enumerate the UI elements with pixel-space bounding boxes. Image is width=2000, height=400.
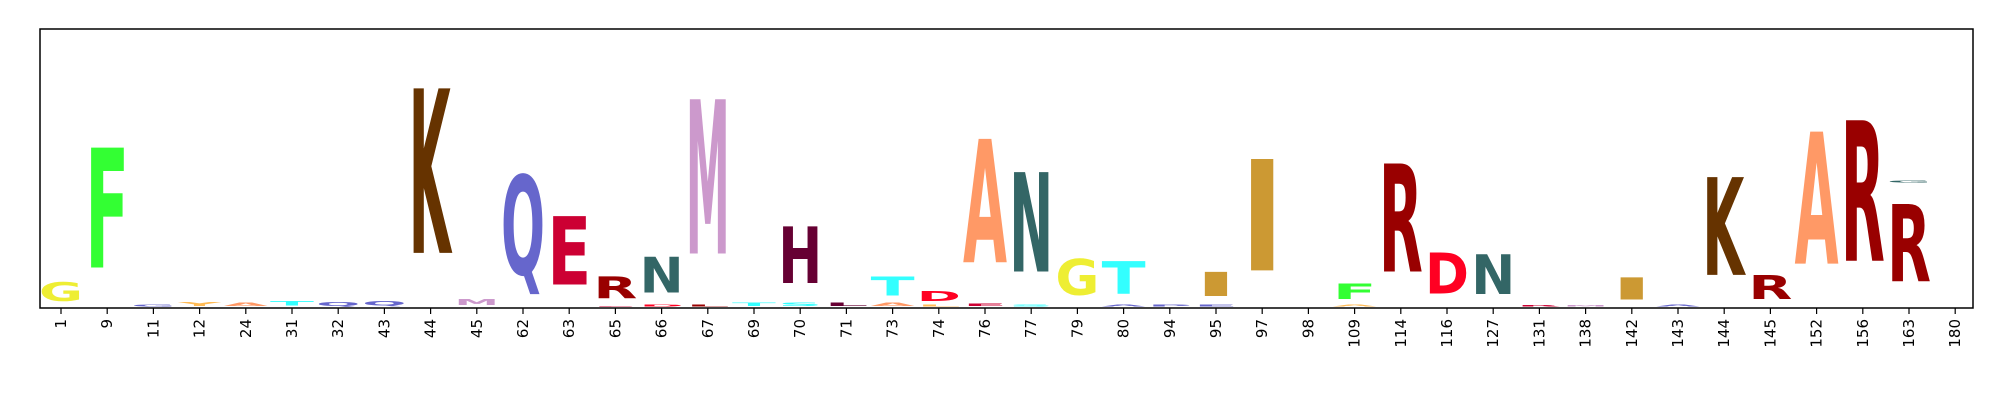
x-tick-label: 94 <box>1161 319 1179 338</box>
x-tick-label: 97 <box>1253 319 1271 338</box>
logo-letter-e: E <box>547 198 591 308</box>
logo-letter-m: M <box>1564 305 1608 307</box>
x-tick-label: 138 <box>1577 319 1595 348</box>
logo-letter-q: Q <box>316 301 360 307</box>
x-tick-label: 43 <box>375 319 393 338</box>
x-tick-label: 62 <box>514 319 532 338</box>
x-tick-label: 116 <box>1438 319 1456 348</box>
x-tick-label: 180 <box>1946 319 1964 348</box>
x-tick-label: 114 <box>1392 319 1410 348</box>
x-tick-label: 152 <box>1808 319 1826 348</box>
logo-letter-e: E <box>1194 304 1238 307</box>
logo-letter-r: R <box>1748 269 1792 307</box>
logo-letter-a: A <box>224 302 269 307</box>
logo-letter-s: S <box>778 302 822 307</box>
logo-letter-k: K <box>409 44 453 307</box>
x-tick-label: 74 <box>930 319 948 338</box>
logo-letter-e: E <box>963 303 1007 307</box>
x-tick-label: 63 <box>560 319 578 338</box>
x-tick-label: 77 <box>1022 319 1040 338</box>
x-tick-label: 163 <box>1900 319 1918 348</box>
x-tick-label: 127 <box>1484 319 1502 348</box>
x-tick-label: 45 <box>468 319 486 338</box>
logo-letter-g: G <box>131 304 175 307</box>
x-tick-label: 156 <box>1854 319 1872 348</box>
logo-letter-h: H <box>778 211 822 301</box>
logo-letter-l: L <box>824 302 868 307</box>
plot-frame <box>39 28 1974 309</box>
x-tick-label: 65 <box>606 319 624 338</box>
logo-letter-q: Q <box>362 300 406 307</box>
logo-letter-k: K <box>1702 152 1746 308</box>
logo-letter-i: I <box>1240 129 1284 307</box>
x-tick-label: 1 <box>52 319 70 329</box>
x-tick-label: 31 <box>283 319 301 338</box>
x-tick-label: 80 <box>1115 319 1133 338</box>
logo-letter-a: A <box>963 105 1007 302</box>
logo-letter-g: G <box>39 277 83 307</box>
logo-letter-i: I <box>1194 265 1238 303</box>
x-tick-label: 24 <box>237 319 255 338</box>
logo-letter-g: G <box>1887 180 1931 183</box>
logo-letter-d: D <box>1425 241 1469 307</box>
x-tick-label: 69 <box>745 319 763 338</box>
x-tick-label: 79 <box>1068 319 1086 338</box>
logo-letter-e: E <box>593 306 637 307</box>
logo-letter-t: T <box>732 302 776 307</box>
x-tick-label: 44 <box>422 319 440 338</box>
logo-letter-q: Q <box>501 149 545 308</box>
x-tick-label: 9 <box>98 319 116 329</box>
x-axis-ticks: 1 9 11 12 24 31 32 43 44 45 62 63 65 66 67 69 70 71 73 74 76… <box>52 308 1964 348</box>
x-tick-label: 70 <box>791 319 809 338</box>
x-tick-label: 143 <box>1669 319 1687 348</box>
x-tick-label: 142 <box>1623 319 1641 348</box>
logo-letter-n: N <box>1471 244 1515 307</box>
x-tick-label: 11 <box>144 319 162 338</box>
logo-letter-p: P <box>1148 304 1192 307</box>
logo-letter-t: T <box>1102 253 1146 305</box>
logo-letter-a: A <box>1333 304 1377 307</box>
logo-letter-t: T <box>270 300 314 307</box>
x-tick-label: 76 <box>976 319 994 338</box>
logo-letter-r: R <box>1379 136 1423 308</box>
x-tick-label: 66 <box>653 319 671 338</box>
x-tick-label: 144 <box>1715 319 1733 348</box>
logo-letter-f: F <box>85 116 129 307</box>
x-tick-label: 98 <box>1299 319 1317 338</box>
logo-letter-t: T <box>871 271 916 302</box>
x-tick-label: 71 <box>837 319 855 338</box>
x-tick-label: 95 <box>1207 319 1225 338</box>
logo-letter-d: D <box>917 289 961 304</box>
logo-letter-r: R <box>1517 305 1561 307</box>
logo-letter-f: F <box>1333 280 1377 304</box>
logo-letter-g: G <box>1055 250 1099 307</box>
logo-letter-r: R <box>1887 185 1931 308</box>
logo-letter-i: I <box>1610 272 1654 307</box>
logo-letter-n: N <box>640 248 684 305</box>
logo-letter-r: R <box>1841 82 1885 307</box>
logo-letter-a: A <box>1656 304 1700 307</box>
logo-letter-m: M <box>686 58 730 304</box>
x-tick-label: 145 <box>1761 319 1779 348</box>
logo-letter-a: A <box>871 302 916 307</box>
logo-letter-d: D <box>640 304 684 307</box>
logo-letter-r: R <box>593 270 637 306</box>
x-tick-label: 67 <box>699 319 717 338</box>
x-tick-label: 32 <box>329 319 347 338</box>
logo-letter-l: L <box>686 304 730 307</box>
x-tick-label: 73 <box>884 319 902 338</box>
logo-letter-a: A <box>1102 304 1146 307</box>
logo-letter-a: A <box>1795 95 1839 307</box>
logo-letter-y: Y <box>177 301 222 307</box>
logo-letter-s: S <box>1009 304 1053 307</box>
logo-letter-n: N <box>1009 146 1053 304</box>
x-tick-label: 109 <box>1346 319 1364 348</box>
logo-letter-l: L <box>917 304 961 307</box>
logo-letter-m: M <box>455 299 499 308</box>
x-tick-label: 12 <box>191 319 209 338</box>
x-tick-label: 131 <box>1530 319 1548 348</box>
